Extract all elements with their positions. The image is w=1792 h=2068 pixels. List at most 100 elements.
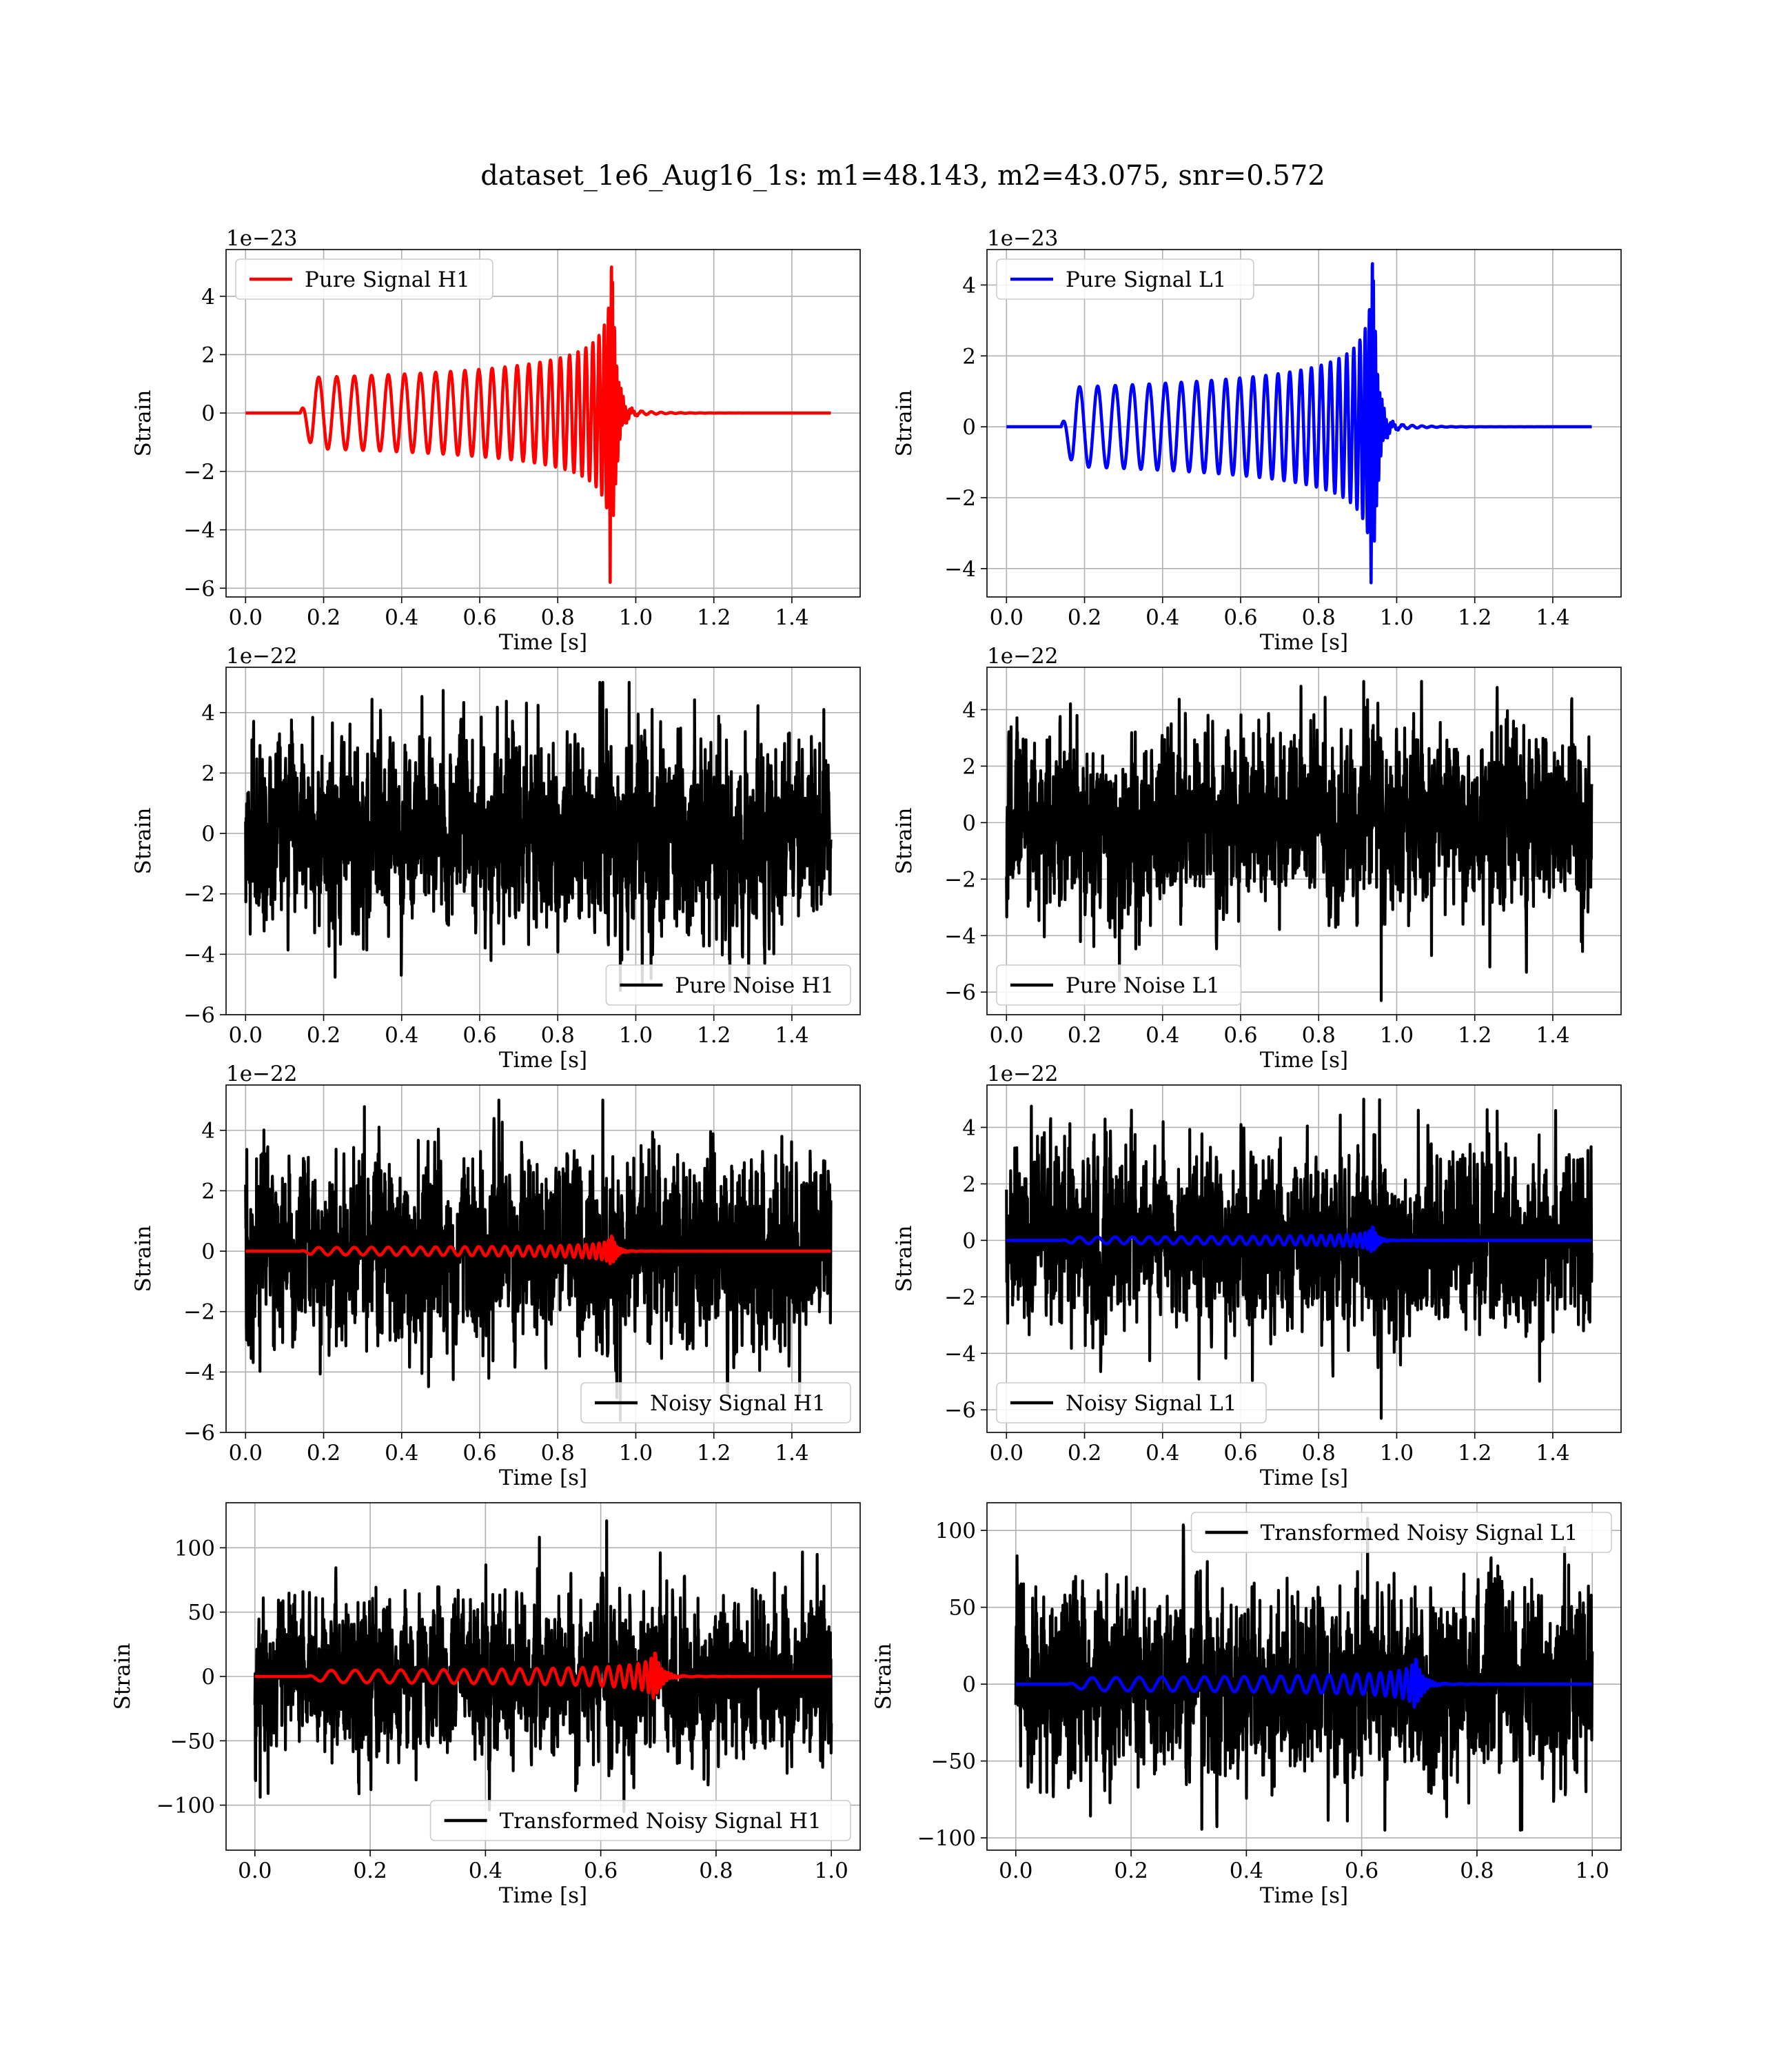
plot-area [244, 1098, 833, 1422]
x-tick-label: 0.0 [229, 1441, 263, 1466]
y-axis-label: Strain [892, 808, 917, 875]
x-tick-label: 1.0 [1380, 1441, 1414, 1466]
x-tick-label: 0.6 [462, 1441, 496, 1466]
y-tick-label: −100 [917, 1826, 976, 1851]
panel-pure-signal-l1: 0.0 0.2 0.4 0.6 0.8 1.0 1.2 1.4 −4 −2 0 2 4 Time [s] S… [892, 226, 1622, 655]
y-tick-label: 0 [201, 822, 215, 847]
series-line-noise [244, 680, 833, 992]
x-tick-label: 0.8 [1302, 605, 1336, 630]
x-tick-label: 0.4 [1146, 605, 1179, 630]
y-offset-text: 1e−22 [226, 1062, 298, 1086]
x-tick-label: 0.2 [1114, 1858, 1148, 1883]
x-tick-label: 0.2 [307, 1441, 340, 1466]
y-tick-label: 4 [201, 285, 215, 310]
legend-label: Noisy Signal L1 [1066, 1391, 1237, 1416]
y-tick-label: −2 [944, 486, 976, 511]
y-tick-label: −4 [183, 942, 215, 967]
series-line-noise [253, 1519, 833, 1814]
panels: 0.0 0.2 0.4 0.6 0.8 1.0 1.2 1.4 −6 −4 −2 0 2 4 Time [s… [110, 226, 1622, 1908]
x-tick-label: 0.8 [541, 1023, 575, 1048]
y-tick-label: −50 [170, 1729, 215, 1754]
x-tick-label: 0.2 [1068, 1023, 1101, 1048]
legend-label: Pure Signal L1 [1066, 267, 1226, 292]
y-tick-label: 0 [201, 401, 215, 426]
y-tick-label: 4 [962, 1115, 976, 1140]
x-tick-label: 0.8 [541, 1441, 575, 1466]
y-tick-label: −4 [944, 1341, 976, 1366]
y-tick-label: −2 [183, 882, 215, 907]
legend-box [605, 964, 851, 1006]
legend: Transformed Noisy Signal H1 [429, 1800, 851, 1841]
x-tick-label: 0.6 [584, 1858, 618, 1883]
series-line-signal [1005, 1225, 1594, 1253]
y-offset-text: 1e−22 [987, 644, 1059, 669]
legend-label: Pure Noise H1 [675, 973, 833, 998]
series-line-signal [253, 1652, 833, 1700]
x-tick-label: 1.0 [619, 1441, 653, 1466]
y-tick-label: −50 [931, 1750, 976, 1774]
axes-frame [986, 249, 1622, 598]
series-line-signal [244, 1234, 833, 1266]
plot-area [1005, 262, 1594, 585]
x-tick-label: 1.0 [619, 1023, 653, 1048]
x-tick-label: 0.2 [1068, 1441, 1101, 1466]
y-tick-label: −2 [183, 1300, 215, 1325]
series-line-signal [244, 265, 833, 585]
y-tick-label: 4 [962, 273, 976, 298]
legend-box [235, 258, 493, 300]
legend-box [429, 1800, 851, 1841]
x-tick-label: 0.2 [307, 1023, 340, 1048]
x-tick-label: 0.6 [1223, 605, 1257, 630]
x-tick-label: 0.6 [462, 605, 496, 630]
legend: Noisy Signal H1 [580, 1382, 851, 1423]
x-tick-label: 0.2 [353, 1858, 387, 1883]
y-tick-label: 2 [201, 1179, 215, 1204]
x-tick-label: 0.6 [1223, 1441, 1257, 1466]
x-axis-label: Time [s] [1260, 1048, 1348, 1073]
x-tick-label: 1.2 [1458, 1441, 1491, 1466]
y-axis-label: Strain [110, 1643, 135, 1710]
y-tick-label: 0 [962, 1672, 976, 1697]
plot-area [244, 680, 833, 992]
x-tick-label: 0.4 [1230, 1858, 1263, 1883]
x-tick-label: 0.4 [385, 605, 418, 630]
x-tick-label: 1.2 [697, 1441, 731, 1466]
y-tick-label: −4 [183, 1360, 215, 1385]
x-tick-label: 1.0 [619, 605, 653, 630]
plot-area [1014, 1517, 1594, 1832]
y-tick-label: 2 [201, 761, 215, 786]
x-tick-label: 0.4 [385, 1023, 418, 1048]
y-tick-label: 2 [201, 343, 215, 367]
series-line-noise [1005, 680, 1594, 1002]
y-tick-label: 100 [174, 1536, 215, 1561]
plot-area [244, 265, 833, 585]
y-offset-text: 1e−23 [987, 226, 1059, 251]
y-axis-label: Strain [871, 1643, 896, 1710]
x-axis-label: Time [s] [499, 1466, 587, 1490]
axes-frame [986, 667, 1622, 1015]
legend-label: Transformed Noisy Signal L1 [1261, 1521, 1578, 1545]
x-tick-label: 0.6 [1223, 1023, 1257, 1048]
y-tick-label: −4 [944, 924, 976, 949]
y-tick-label: 4 [201, 701, 215, 726]
y-tick-label: −6 [944, 980, 976, 1005]
legend-label: Pure Noise L1 [1066, 973, 1220, 998]
y-tick-label: −2 [944, 1285, 976, 1310]
legend-label: Transformed Noisy Signal H1 [500, 1809, 822, 1834]
x-tick-label: 1.4 [1536, 605, 1569, 630]
y-tick-label: −2 [183, 460, 215, 485]
y-tick-label: 2 [962, 344, 976, 369]
x-tick-label: 0.4 [469, 1858, 502, 1883]
x-tick-label: 1.2 [1458, 1023, 1491, 1048]
axes-frame [986, 1502, 1622, 1851]
y-tick-label: −4 [183, 518, 215, 543]
y-axis-label: Strain [131, 390, 156, 457]
y-offset-text: 1e−22 [987, 1062, 1059, 1086]
y-tick-label: 4 [201, 1119, 215, 1144]
x-tick-label: 0.0 [229, 605, 263, 630]
panel-pure-signal-h1: 0.0 0.2 0.4 0.6 0.8 1.0 1.2 1.4 −6 −4 −2 0 2 4 Time [s… [131, 226, 861, 655]
y-tick-label: 4 [962, 698, 976, 722]
legend: Pure Noise H1 [605, 964, 851, 1006]
x-tick-label: 0.8 [1302, 1441, 1336, 1466]
plot-area [253, 1519, 833, 1814]
